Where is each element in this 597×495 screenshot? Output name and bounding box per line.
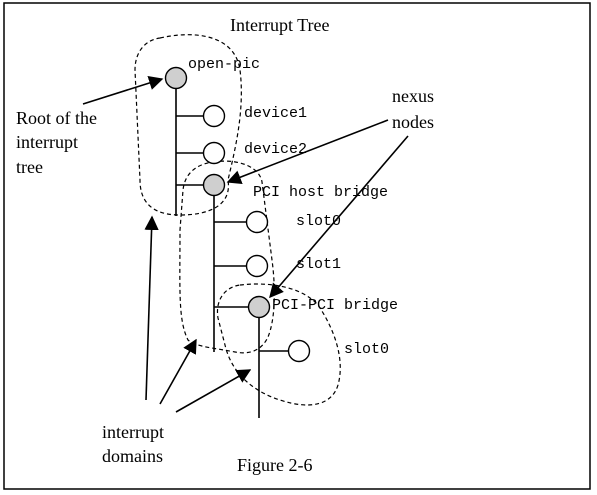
diagram-title: Interrupt Tree <box>230 15 329 35</box>
arrow-root <box>83 79 162 104</box>
node-device2 <box>204 143 225 164</box>
arrow-domain-host <box>160 340 196 404</box>
annotation-root-line3: tree <box>16 157 43 177</box>
node-pci-host-bridge <box>204 175 225 196</box>
arrow-domain-root <box>146 217 152 400</box>
annotation-domains-line2: domains <box>102 446 163 466</box>
annotation-domains-line1: interrupt <box>102 422 164 442</box>
node-slot0-b <box>289 341 310 362</box>
label-open-pic: open-pic <box>188 56 260 73</box>
figure-border <box>4 3 590 489</box>
annotation-nexus-line1: nexus <box>392 86 434 106</box>
figure-caption: Figure 2-6 <box>237 455 313 475</box>
annotation-root-line2: interrupt <box>16 132 78 152</box>
annotation-nexus-line2: nodes <box>392 112 434 132</box>
node-device1 <box>204 106 225 127</box>
arrow-domain-bridge <box>176 370 250 412</box>
node-open-pic <box>166 68 187 89</box>
node-slot1 <box>247 256 268 277</box>
label-pci-host-bridge: PCI host bridge <box>253 184 388 201</box>
label-slot0-b: slot0 <box>344 341 389 358</box>
node-pci-pci-bridge <box>249 297 270 318</box>
label-device1: device1 <box>244 105 307 122</box>
annotation-root-line1: Root of the <box>16 108 97 128</box>
label-pci-pci-bridge: PCI-PCI bridge <box>272 297 398 314</box>
node-slot0-a <box>247 212 268 233</box>
